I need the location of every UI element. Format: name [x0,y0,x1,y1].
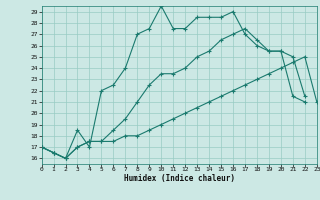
X-axis label: Humidex (Indice chaleur): Humidex (Indice chaleur) [124,174,235,183]
